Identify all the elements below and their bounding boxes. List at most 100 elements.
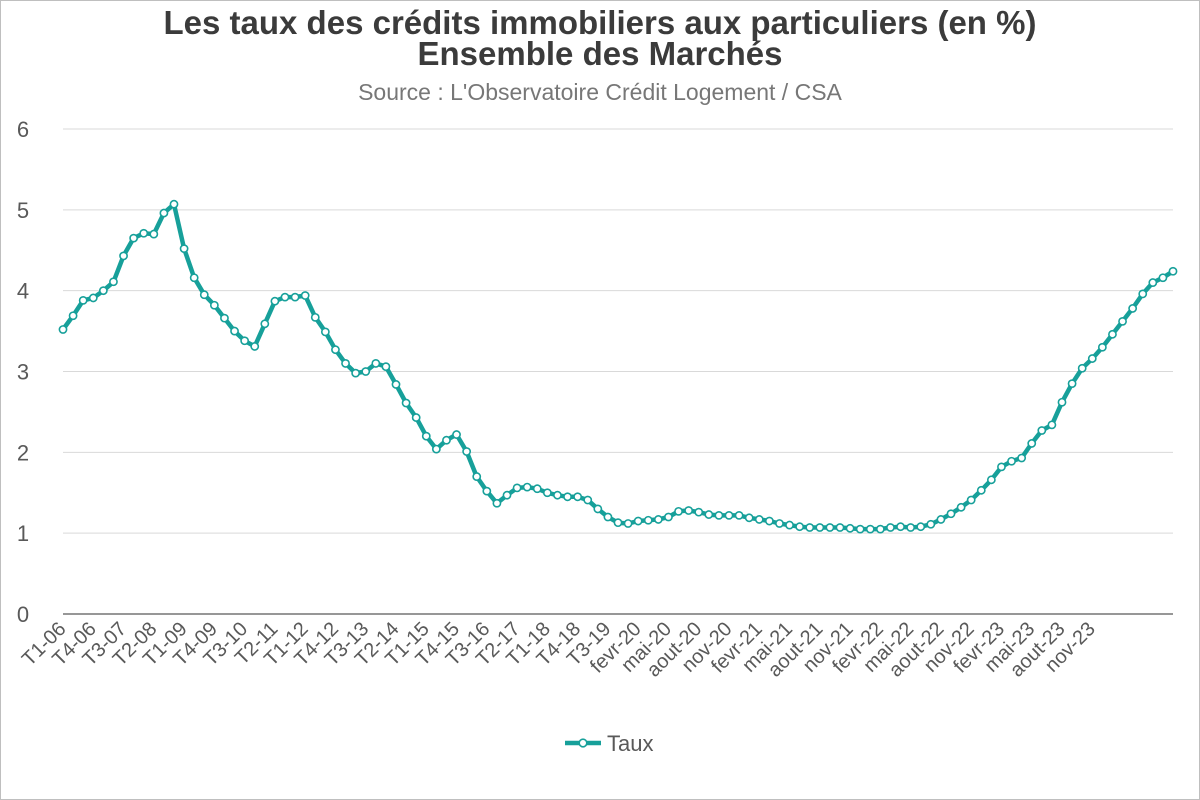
data-point <box>1077 363 1087 373</box>
data-point <box>563 492 572 502</box>
data-point <box>764 516 774 526</box>
data-point <box>664 512 673 522</box>
data-point <box>583 495 593 505</box>
data-point <box>270 296 280 306</box>
data-point <box>1027 439 1037 448</box>
data-point <box>1128 304 1138 313</box>
data-point <box>956 502 966 512</box>
chart-source: Source : L'Observatoire Crédit Logement … <box>358 79 842 105</box>
data-point <box>88 293 98 303</box>
y-tick-label: 1 <box>17 521 29 546</box>
data-point <box>997 462 1006 472</box>
data-point <box>865 524 875 534</box>
data-point <box>855 524 865 534</box>
data-point <box>1007 456 1016 466</box>
data-point <box>119 251 128 261</box>
data-point <box>139 228 149 238</box>
data-point <box>169 199 179 209</box>
data-point <box>421 431 431 441</box>
data-point <box>98 286 108 296</box>
data-point <box>542 488 552 498</box>
data-point <box>553 490 562 500</box>
data-point <box>926 519 936 529</box>
data-point <box>310 312 320 322</box>
data-point <box>633 516 643 526</box>
data-point <box>159 208 169 218</box>
data-point <box>593 504 603 514</box>
data-point <box>58 325 68 334</box>
data-point <box>684 506 694 515</box>
data-point <box>906 523 916 532</box>
data-point <box>825 523 835 532</box>
data-point <box>1057 397 1067 407</box>
data-point <box>785 520 794 530</box>
data-point <box>320 327 330 337</box>
data-point <box>714 510 724 520</box>
data-point <box>936 515 946 524</box>
data-point <box>411 413 421 422</box>
legend-swatch-marker <box>578 738 588 748</box>
data-point <box>109 277 118 287</box>
data-point <box>1168 266 1178 276</box>
data-point <box>1087 354 1097 363</box>
data-point <box>482 486 492 496</box>
data-point <box>734 510 744 520</box>
series-line-taux <box>61 201 1175 532</box>
data-point <box>260 319 270 329</box>
data-point <box>744 513 754 523</box>
data-point <box>815 523 825 532</box>
y-tick-label: 5 <box>17 198 29 223</box>
data-point <box>442 435 451 445</box>
data-point <box>149 229 159 239</box>
data-point <box>1108 329 1117 339</box>
data-point <box>431 444 441 454</box>
data-point <box>986 475 996 485</box>
data-point <box>875 524 885 534</box>
data-point <box>795 522 805 532</box>
data-point <box>532 484 542 494</box>
data-point <box>724 510 734 520</box>
data-point <box>492 498 502 508</box>
data-point <box>512 483 522 493</box>
data-point <box>452 430 461 439</box>
data-point <box>775 519 784 528</box>
data-point <box>401 398 411 408</box>
data-point <box>78 295 88 305</box>
data-point <box>361 367 371 376</box>
data-point <box>250 342 260 351</box>
data-point <box>845 523 855 533</box>
y-tick-label: 3 <box>17 360 29 385</box>
data-point <box>462 447 472 456</box>
data-point <box>976 485 986 495</box>
chart-title: Les taux des crédits immobiliers aux par… <box>1 4 1199 72</box>
chart-title-line-2: Ensemble des Marchés <box>417 35 783 72</box>
data-point <box>966 495 976 505</box>
data-point <box>1158 273 1168 283</box>
data-point <box>341 359 350 368</box>
data-point <box>300 291 310 300</box>
data-point <box>220 313 229 323</box>
data-point <box>704 510 714 519</box>
chart-title-line-1: Les taux des crédits immobiliers aux par… <box>163 4 1037 41</box>
data-point <box>694 507 704 517</box>
data-point <box>290 292 300 302</box>
data-point <box>1118 316 1127 326</box>
data-point <box>522 482 532 492</box>
data-point <box>199 290 209 300</box>
data-point <box>674 506 683 516</box>
data-point <box>916 522 926 532</box>
data-point <box>209 300 219 310</box>
data-point <box>280 292 290 302</box>
data-point <box>613 518 623 528</box>
data-point <box>502 490 512 500</box>
data-point <box>331 345 340 355</box>
data-point <box>643 515 653 525</box>
data-point <box>886 523 895 532</box>
data-point <box>240 336 250 346</box>
data-point <box>1138 289 1148 299</box>
data-point <box>391 380 401 389</box>
data-point <box>472 472 482 481</box>
data-point <box>179 244 189 254</box>
data-point <box>68 311 78 321</box>
